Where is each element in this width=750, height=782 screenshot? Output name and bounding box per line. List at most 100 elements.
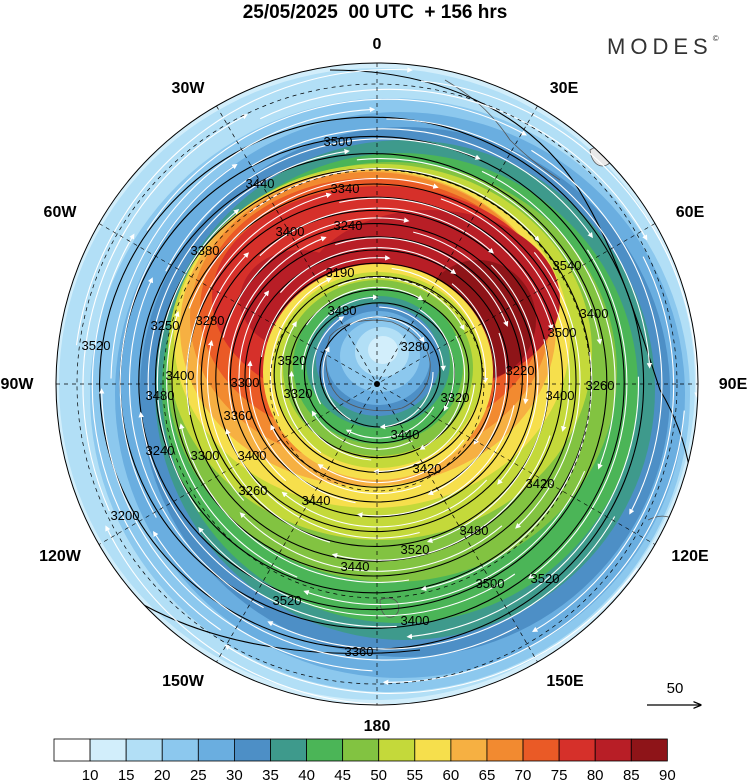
contour-label: 3320 (441, 390, 470, 405)
contour-label: 3360 (345, 644, 374, 659)
contour-label: 3420 (413, 461, 442, 476)
colorbar-swatch (53, 738, 91, 762)
colorbar-swatch (125, 738, 163, 762)
longitude-labels: 0 30E 60E 90E 120E 150E 180 150W 120W 90W 60W 30W (1, 36, 748, 735)
contour-label: 3500 (476, 576, 505, 591)
contour-label: 3320 (284, 386, 313, 401)
colorbar-label: 70 (515, 767, 532, 782)
contour-label: 3400 (546, 388, 575, 403)
colorbar-label: 40 (298, 767, 315, 782)
colorbar-label: 55 (406, 767, 423, 782)
colorbar-label: 20 (154, 767, 171, 782)
longitude-label: 150E (546, 673, 584, 690)
colorbar: 10 15 20 25 30 35 40 45 50 55 60 65 70 75 80 85 90 (53, 738, 676, 782)
longitude-label: 60W (44, 204, 78, 221)
colorbar-swatch (342, 738, 380, 762)
colorbar-swatch (306, 738, 344, 762)
contour-label: 3500 (548, 325, 577, 340)
contour-label: 3360 (224, 408, 253, 423)
contour-label: 3400 (166, 368, 195, 383)
colorbar-swatch (522, 738, 560, 762)
contour-label: 3480 (460, 523, 489, 538)
longitude-label: 120W (39, 548, 82, 565)
colorbar-label: 25 (190, 767, 207, 782)
colorbar-swatch (450, 738, 488, 762)
contour-label: 3400 (580, 306, 609, 321)
contour-label: 3220 (506, 363, 535, 378)
colorbar-label: 60 (443, 767, 460, 782)
longitude-label: 150W (162, 673, 205, 690)
contour-label: 3300 (231, 375, 260, 390)
colorbar-label: 85 (623, 767, 640, 782)
contour-label: 3200 (111, 508, 140, 523)
reference-vector-label: 50 (667, 680, 684, 697)
contour-label: 3480 (328, 303, 357, 318)
south-pole-marker (374, 381, 380, 387)
longitude-label: 60E (676, 204, 705, 221)
contour-label: 3520 (273, 593, 302, 608)
colorbar-swatch (486, 738, 524, 762)
longitude-label: 0 (373, 36, 382, 53)
colorbar-swatch (414, 738, 452, 762)
colorbar-label: 50 (370, 767, 387, 782)
longitude-label: 30E (550, 80, 579, 97)
colorbar-swatch (630, 738, 668, 762)
longitude-label: 90W (1, 376, 35, 393)
contour-label: 3520 (82, 338, 111, 353)
longitude-label: 30W (172, 80, 206, 97)
contour-label: 3500 (324, 134, 353, 149)
contour-label: 3400 (401, 613, 430, 628)
contour-label: 3190 (326, 265, 355, 280)
contour-label: 3280 (401, 339, 430, 354)
longitude-label: 180 (364, 718, 391, 735)
colorbar-swatch (378, 738, 416, 762)
contour-label: 3420 (526, 476, 555, 491)
colorbar-swatch (558, 738, 596, 762)
colorbar-label: 45 (334, 767, 351, 782)
contour-labels: 3500 3440 3340 3240 3190 3480 3380 3400 3280 3520… (82, 134, 615, 659)
colorbar-swatch (161, 738, 199, 762)
contour-label: 3480 (146, 388, 175, 403)
contour-label: 3300 (191, 448, 220, 463)
contour-label: 3520 (401, 542, 430, 557)
copyright-mark: © (712, 34, 719, 43)
reference-vector: 50 (647, 680, 700, 705)
colorbar-swatch (233, 738, 271, 762)
map-title: 25/05/2025 00 UTC + 156 hrs (242, 2, 508, 23)
contour-label: 3280 (196, 313, 225, 328)
contour-label: 3380 (191, 243, 220, 258)
colorbar-label: 30 (226, 767, 243, 782)
contour-label: 3260 (239, 483, 268, 498)
contour-label: 3400 (238, 448, 267, 463)
colorbar-swatch (89, 738, 127, 762)
longitude-label: 90E (719, 376, 748, 393)
colorbar-label: 80 (587, 767, 604, 782)
colorbar-swatch (594, 738, 632, 762)
colorbar-label: 65 (479, 767, 496, 782)
brand-name: MODES (607, 34, 713, 59)
brand-logo: MODES© (607, 34, 719, 60)
contour-label: 3440 (246, 176, 275, 191)
contour-label: 3440 (391, 427, 420, 442)
contour-label: 3340 (331, 181, 360, 196)
contour-label: 3240 (146, 443, 175, 458)
contour-label: 3440 (302, 493, 331, 508)
contour-label: 3260 (586, 378, 615, 393)
contour-label: 3400 (276, 224, 305, 239)
colorbar-swatch (270, 738, 307, 762)
colorbar-label: 15 (118, 767, 135, 782)
colorbar-label: 90 (659, 767, 676, 782)
contour-label: 3250 (151, 318, 180, 333)
wind-streamlines (75, 67, 698, 705)
contour-label: 3440 (341, 559, 370, 574)
longitude-label: 120E (671, 548, 709, 565)
colorbar-swatch (197, 738, 235, 762)
contour-label: 3240 (334, 218, 363, 233)
contour-label: 3520 (278, 353, 307, 368)
colorbar-label: 35 (262, 767, 279, 782)
colorbar-label: 75 (551, 767, 568, 782)
contour-label: 3540 (553, 258, 582, 273)
colorbar-label: 10 (82, 767, 99, 782)
map-boundary (55, 62, 699, 706)
